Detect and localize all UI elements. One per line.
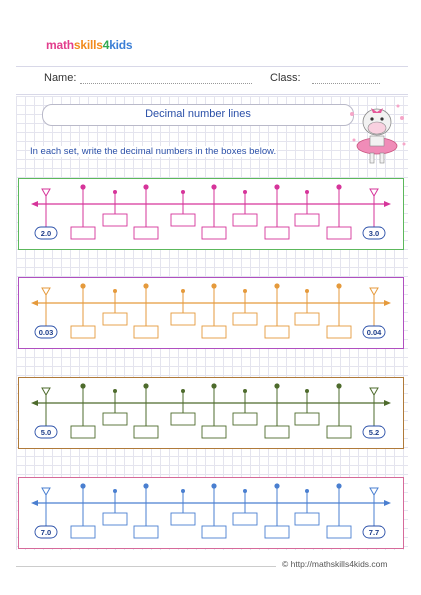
answer-box[interactable] bbox=[133, 226, 159, 240]
answer-box[interactable] bbox=[264, 525, 290, 539]
answer-box[interactable] bbox=[326, 425, 352, 439]
answer-box[interactable] bbox=[201, 226, 227, 240]
number-line-panel-1: 2.0 3.0 bbox=[18, 178, 404, 250]
end-marker-icon bbox=[369, 188, 379, 198]
start-label: 5.0 bbox=[41, 428, 51, 437]
start-label: 7.0 bbox=[41, 528, 51, 537]
answer-box[interactable] bbox=[264, 425, 290, 439]
answer-box[interactable] bbox=[326, 226, 352, 240]
answer-box[interactable] bbox=[102, 412, 128, 426]
header-divider-2 bbox=[16, 94, 408, 95]
answer-box[interactable] bbox=[170, 312, 196, 326]
end-label: 7.7 bbox=[369, 528, 379, 537]
number-line-panel-4: 7.0 7.7 bbox=[18, 477, 404, 549]
end-marker-icon bbox=[369, 287, 379, 297]
number-line-panel-2: 0.03 0.04 bbox=[18, 277, 404, 349]
end-label-box bbox=[362, 525, 386, 539]
logo-part-math: math bbox=[46, 38, 74, 52]
number-line: 0.03 0.04 bbox=[31, 283, 391, 339]
logo-part-kids: kids bbox=[109, 38, 133, 52]
answer-box[interactable] bbox=[70, 425, 96, 439]
answer-box[interactable] bbox=[170, 512, 196, 526]
logo: mathskills4kids bbox=[46, 38, 133, 52]
title-box: Decimal number lines bbox=[42, 104, 354, 126]
answer-box[interactable] bbox=[232, 412, 258, 426]
answer-box[interactable] bbox=[102, 213, 128, 227]
number-line: 5.0 5.2 bbox=[31, 383, 391, 439]
answer-box[interactable] bbox=[264, 325, 290, 339]
start-label: 0.03 bbox=[39, 328, 54, 337]
start-label-box bbox=[34, 226, 58, 240]
end-label-box bbox=[362, 425, 386, 439]
number-line: 2.0 3.0 bbox=[31, 184, 391, 240]
left-arrow-icon bbox=[31, 300, 38, 306]
end-marker-icon bbox=[41, 387, 51, 397]
end-label: 3.0 bbox=[369, 229, 379, 238]
header: mathskills4kids Name: Class: bbox=[0, 0, 421, 84]
hippo-ballerina-icon bbox=[350, 104, 406, 164]
end-label-box bbox=[362, 325, 386, 339]
answer-box[interactable] bbox=[170, 213, 196, 227]
footer-copyright: © http://mathskills4kids.com bbox=[282, 559, 388, 569]
left-arrow-icon bbox=[31, 201, 38, 207]
right-arrow-icon bbox=[384, 500, 391, 506]
name-field[interactable] bbox=[80, 83, 252, 84]
end-label: 0.04 bbox=[367, 328, 382, 337]
answer-box[interactable] bbox=[326, 525, 352, 539]
end-marker-icon bbox=[41, 487, 51, 497]
answer-box[interactable] bbox=[133, 525, 159, 539]
answer-box[interactable] bbox=[294, 412, 320, 426]
class-label: Class: bbox=[270, 72, 301, 84]
number-line-panel-3: 5.0 5.2 bbox=[18, 377, 404, 449]
logo-part-4: 4 bbox=[102, 38, 110, 52]
end-marker-icon bbox=[41, 287, 51, 297]
answer-box[interactable] bbox=[102, 312, 128, 326]
start-label-box bbox=[34, 525, 58, 539]
answer-box[interactable] bbox=[102, 512, 128, 526]
end-label: 5.2 bbox=[369, 428, 379, 437]
answer-box[interactable] bbox=[264, 226, 290, 240]
answer-box[interactable] bbox=[294, 512, 320, 526]
answer-box[interactable] bbox=[232, 512, 258, 526]
footer-divider bbox=[16, 566, 276, 567]
header-divider bbox=[16, 66, 408, 67]
answer-box[interactable] bbox=[232, 213, 258, 227]
answer-box[interactable] bbox=[170, 412, 196, 426]
answer-box[interactable] bbox=[294, 312, 320, 326]
answer-box[interactable] bbox=[326, 325, 352, 339]
end-marker-icon bbox=[369, 387, 379, 397]
answer-box[interactable] bbox=[133, 425, 159, 439]
name-label: Name: bbox=[44, 72, 77, 84]
answer-box[interactable] bbox=[201, 525, 227, 539]
answer-box[interactable] bbox=[232, 312, 258, 326]
end-marker-icon bbox=[41, 188, 51, 198]
number-line: 7.0 7.7 bbox=[31, 483, 391, 539]
start-label-box bbox=[34, 325, 58, 339]
worksheet-title: Decimal number lines bbox=[145, 108, 251, 120]
right-arrow-icon bbox=[384, 400, 391, 406]
left-arrow-icon bbox=[31, 400, 38, 406]
answer-box[interactable] bbox=[201, 425, 227, 439]
start-label: 2.0 bbox=[41, 229, 51, 238]
right-arrow-icon bbox=[384, 201, 391, 207]
answer-box[interactable] bbox=[133, 325, 159, 339]
answer-box[interactable] bbox=[70, 226, 96, 240]
answer-box[interactable] bbox=[201, 325, 227, 339]
instructions: In each set, write the decimal numbers i… bbox=[30, 146, 277, 157]
answer-box[interactable] bbox=[70, 525, 96, 539]
end-label-box bbox=[362, 226, 386, 240]
right-arrow-icon bbox=[384, 300, 391, 306]
start-label-box bbox=[34, 425, 58, 439]
answer-box[interactable] bbox=[70, 325, 96, 339]
end-marker-icon bbox=[369, 487, 379, 497]
answer-box[interactable] bbox=[294, 213, 320, 227]
logo-part-skills: skills bbox=[73, 38, 103, 52]
left-arrow-icon bbox=[31, 500, 38, 506]
class-field[interactable] bbox=[312, 83, 380, 84]
